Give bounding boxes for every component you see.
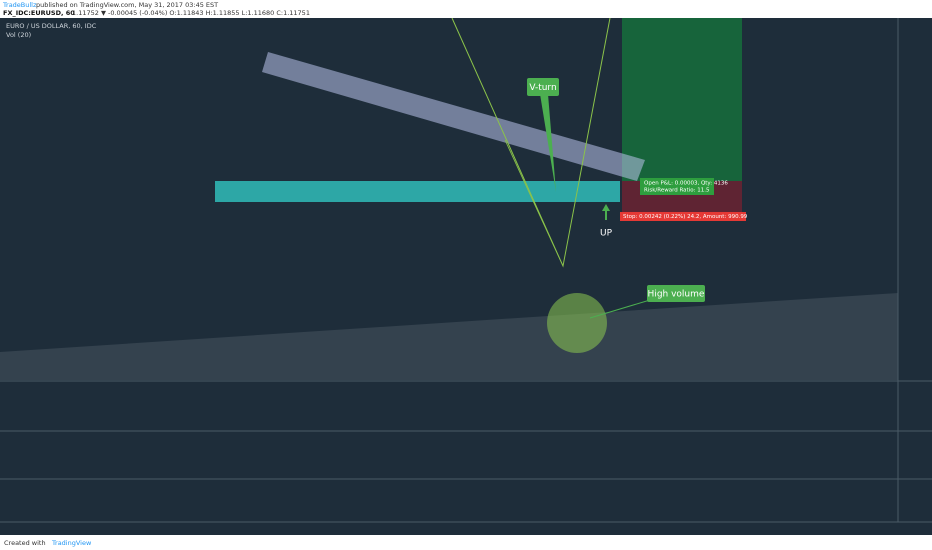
published: published on TradingView.com, May 31, 20… [36, 1, 218, 9]
pnl-box [640, 178, 714, 195]
footer-created: Created with [4, 539, 46, 547]
callout-pointer [589, 299, 651, 319]
up-arrow [605, 211, 607, 220]
price-axis [898, 18, 932, 523]
chart-title: EURO / US DOLLAR, 60, IDC [6, 22, 97, 30]
callout-pointer [540, 94, 556, 192]
header-bar [0, 0, 932, 18]
callout-text: High volume [648, 290, 705, 300]
callout-box [647, 285, 705, 302]
symbol: FX_IDC:EURUSD, 60 [3, 9, 75, 17]
quote: 1.11752 ▼ -0.00045 (-0.04%) O:1.11843 H:… [72, 9, 310, 17]
callout-box [527, 78, 559, 96]
footer-bar [0, 535, 932, 550]
pnl-text: Open P&L: 0.00003, Qty: 4136 [644, 181, 728, 187]
wedge-zone [0, 293, 898, 380]
callout-text: V-turn [529, 83, 556, 93]
stop-text: Stop: 0.00242 (0.22%) 24.2, Amount: 990.… [623, 214, 748, 220]
up-label: UP [600, 229, 613, 239]
up-arrow [602, 204, 610, 211]
support-zone [215, 181, 620, 202]
volume-circle [547, 293, 607, 353]
stop-box [620, 212, 746, 221]
chart-subtitle: Vol (20) [6, 31, 31, 39]
footer-brand: TradingView [51, 539, 92, 547]
v-line [504, 139, 564, 267]
rr-text: Risk/Reward Ratio: 11.5 [644, 188, 710, 194]
author: TradeBullz [2, 1, 37, 9]
target-zone [622, 18, 742, 181]
